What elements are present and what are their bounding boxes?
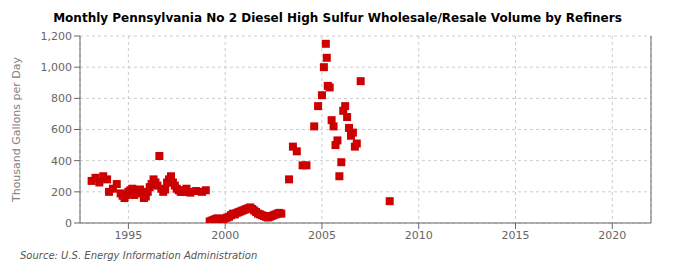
svg-text:1995: 1995 — [114, 229, 142, 242]
svg-text:2000: 2000 — [211, 229, 239, 242]
svg-text:200: 200 — [51, 186, 72, 199]
svg-text:2005: 2005 — [308, 229, 336, 242]
svg-text:2015: 2015 — [502, 229, 530, 242]
svg-text:400: 400 — [51, 155, 72, 168]
svg-text:800: 800 — [51, 92, 72, 105]
svg-text:2020: 2020 — [598, 229, 626, 242]
svg-text:Thousand Gallons per Day: Thousand Gallons per Day — [10, 56, 23, 203]
svg-text:600: 600 — [51, 123, 72, 136]
html-text:Source: U.S. Energy Informatio: Source: U.S. Energy Information Administ… — [20, 250, 258, 261]
svg-text:0: 0 — [65, 217, 72, 230]
svg-text:1,000: 1,000 — [41, 61, 73, 74]
html-text:Monthly Pennsylvania No 2 Dies: Monthly Pennsylvania No 2 Diesel High Su… — [53, 11, 622, 25]
svg-text:2010: 2010 — [405, 229, 433, 242]
svg-text:1,200: 1,200 — [41, 30, 73, 43]
